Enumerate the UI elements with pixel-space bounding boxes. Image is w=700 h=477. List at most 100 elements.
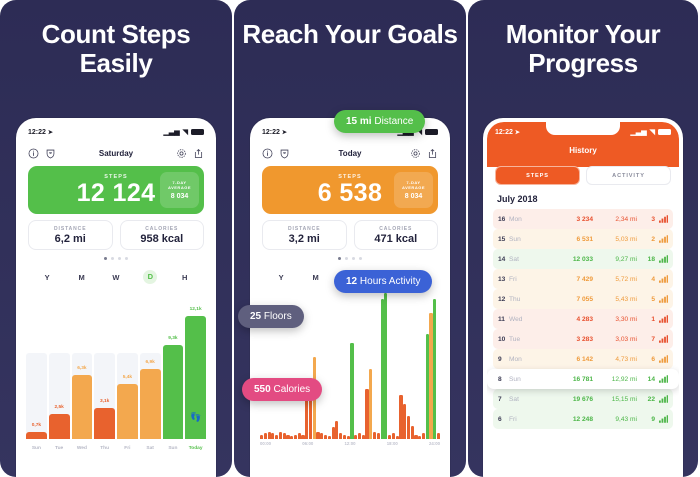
- chart-column[interactable]: 9,3k Sun: [162, 289, 184, 453]
- chart-column[interactable]: 2,5k Tue: [48, 289, 70, 453]
- page-dot[interactable]: [125, 257, 128, 260]
- history-tabs[interactable]: STEPS ACTIVITY: [487, 166, 679, 185]
- hourly-bar[interactable]: [380, 298, 384, 439]
- hourly-bar[interactable]: [290, 436, 294, 439]
- chart-bar[interactable]: 6,3k: [71, 366, 93, 439]
- hourly-bar[interactable]: [339, 433, 343, 439]
- seven-day-average-badge[interactable]: 7-DAY AVERAGE 8 034: [394, 172, 433, 208]
- history-row[interactable]: 13 Fri 7 429 5,72 mi 4: [493, 269, 673, 289]
- period-tab-y[interactable]: Y: [278, 272, 284, 282]
- page-dots-1[interactable]: [20, 257, 212, 260]
- hourly-bar[interactable]: [406, 415, 411, 439]
- chart-bar[interactable]: 3,1k: [94, 399, 115, 439]
- page-dot[interactable]: [345, 257, 348, 260]
- hourly-bar[interactable]: [425, 333, 429, 439]
- chart-column[interactable]: 6,3k Wed: [71, 289, 93, 453]
- history-list[interactable]: 16 Mon 3 234 2,34 mi 3 15 Sun 6 531 5,03 mi 2 14 Sa…: [487, 209, 679, 429]
- info-circle-icon[interactable]: [262, 148, 273, 159]
- period-tab-h[interactable]: H: [182, 272, 188, 282]
- history-row[interactable]: 12 Thu 7 055 5,43 mi 5: [493, 289, 673, 309]
- period-tab-m[interactable]: M: [78, 272, 85, 282]
- hourly-bar[interactable]: [384, 293, 388, 439]
- distance-card[interactable]: DISTANCE 6,2 mi: [28, 220, 113, 250]
- hourly-bar[interactable]: [282, 433, 286, 439]
- page-dot[interactable]: [104, 257, 107, 260]
- period-tab-w[interactable]: W: [112, 272, 120, 282]
- hourly-bar[interactable]: [346, 436, 350, 439]
- page-dots-2[interactable]: [254, 257, 446, 260]
- hourly-bar[interactable]: [335, 421, 339, 439]
- hourly-bar[interactable]: [391, 433, 395, 439]
- hourly-bar[interactable]: [376, 433, 380, 439]
- page-dot[interactable]: [111, 257, 114, 260]
- hourly-bar[interactable]: [331, 427, 335, 439]
- hourly-bar[interactable]: [316, 431, 320, 439]
- calories-card[interactable]: CALORIES 471 kcal: [353, 220, 438, 250]
- hourly-bar[interactable]: [320, 433, 324, 439]
- hourly-bar[interactable]: [399, 395, 403, 439]
- hourly-bar[interactable]: [410, 425, 414, 439]
- hourly-bar[interactable]: [421, 433, 426, 439]
- tab-activity[interactable]: ACTIVITY: [586, 166, 671, 185]
- history-row[interactable]: 10 Tue 3 283 3,03 mi 7: [493, 329, 673, 349]
- hourly-bar[interactable]: [403, 403, 407, 439]
- hourly-bar[interactable]: [293, 434, 298, 439]
- hourly-bar[interactable]: [414, 434, 418, 439]
- chart-bar[interactable]: 6,9k: [139, 360, 161, 439]
- history-row[interactable]: 6 Fri 12 248 9,43 mi 9: [493, 409, 673, 429]
- steps-card[interactable]: STEPS 6 538 7-DAY AVERAGE 8 034: [262, 166, 438, 214]
- history-row[interactable]: 11 Wed 4 283 3,30 mi 1: [493, 309, 673, 329]
- hourly-bar[interactable]: [418, 436, 422, 439]
- hourly-bar[interactable]: [260, 434, 264, 439]
- history-row[interactable]: 7 Sat 19 676 15,15 mi 22: [493, 389, 673, 409]
- hourly-bar[interactable]: [388, 434, 392, 439]
- chart-bar[interactable]: 12,1k 👣: [185, 307, 206, 439]
- history-row[interactable]: 8 Sun 16 781 12,92 mi 14: [487, 369, 679, 389]
- chart-bar[interactable]: 2,5k: [48, 405, 70, 439]
- hourly-bar[interactable]: [372, 431, 377, 439]
- chart-column[interactable]: 5,4k Fri: [117, 289, 138, 453]
- hourly-bar[interactable]: [305, 395, 309, 439]
- chart-bar[interactable]: 0,7k: [26, 423, 47, 439]
- hourly-bar[interactable]: [354, 434, 358, 439]
- chart-column[interactable]: 0,7k Sun: [26, 289, 47, 453]
- chart-column[interactable]: 12,1k 👣 Today: [185, 289, 206, 453]
- share-icon[interactable]: [193, 148, 204, 159]
- hourly-bar[interactable]: [395, 436, 399, 439]
- hourly-bar[interactable]: [365, 389, 369, 439]
- info-circle-icon[interactable]: [28, 148, 39, 159]
- hourly-bar[interactable]: [297, 433, 301, 439]
- history-row[interactable]: 15 Sun 6 531 5,03 mi 2: [493, 229, 673, 249]
- chart-column[interactable]: 6,9k Sat: [139, 289, 161, 453]
- hourly-bar[interactable]: [301, 434, 305, 439]
- gear-icon[interactable]: [410, 148, 421, 159]
- period-tab-y[interactable]: Y: [44, 272, 50, 282]
- steps-card[interactable]: STEPS 12 124 7-DAY AVERAGE 8 034: [28, 166, 204, 214]
- share-icon[interactable]: [427, 148, 438, 159]
- hourly-bar[interactable]: [267, 431, 271, 439]
- period-tab-m[interactable]: M: [312, 272, 319, 282]
- chart-bar[interactable]: 9,3k: [162, 336, 184, 439]
- hourly-bar[interactable]: [342, 434, 347, 439]
- hourly-bar[interactable]: [361, 434, 365, 439]
- gear-icon[interactable]: [176, 148, 187, 159]
- hourly-bar[interactable]: [263, 433, 267, 439]
- hourly-bar[interactable]: [369, 368, 373, 439]
- history-row[interactable]: 9 Mon 6 142 4,73 mi 6: [493, 349, 673, 369]
- tab-steps[interactable]: STEPS: [495, 166, 580, 185]
- history-row[interactable]: 16 Mon 3 234 2,34 mi 3: [493, 209, 673, 229]
- calories-card[interactable]: CALORIES 958 kcal: [119, 220, 204, 250]
- page-dot[interactable]: [359, 257, 362, 260]
- hourly-bar[interactable]: [433, 298, 437, 439]
- hourly-bar[interactable]: [324, 434, 328, 439]
- hourly-bar[interactable]: [357, 433, 362, 439]
- hourly-bar[interactable]: [271, 433, 275, 439]
- hourly-bar[interactable]: [278, 431, 282, 439]
- hourly-bar[interactable]: [327, 436, 331, 439]
- chart-column[interactable]: 3,1k Thu: [94, 289, 115, 453]
- hourly-bar[interactable]: [286, 434, 290, 439]
- hourly-bar[interactable]: [350, 342, 354, 439]
- award-shield-icon[interactable]: [45, 148, 56, 159]
- period-tab-d[interactable]: D: [143, 270, 158, 284]
